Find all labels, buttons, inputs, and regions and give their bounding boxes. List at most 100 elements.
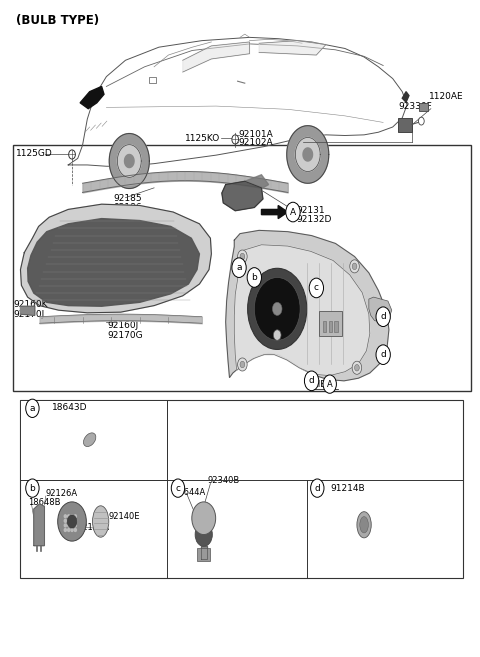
Text: (BULB TYPE): (BULB TYPE) (16, 14, 99, 28)
Bar (335, 321, 338, 332)
Polygon shape (21, 204, 211, 313)
Circle shape (247, 267, 262, 287)
Circle shape (355, 365, 360, 371)
Text: 92101A: 92101A (239, 129, 273, 139)
Circle shape (195, 523, 212, 547)
Polygon shape (222, 181, 263, 211)
Text: 92186: 92186 (114, 203, 142, 212)
Circle shape (238, 250, 247, 263)
Circle shape (74, 524, 76, 527)
Circle shape (350, 260, 360, 273)
Text: 92125A: 92125A (78, 523, 110, 532)
Polygon shape (234, 245, 370, 376)
Circle shape (58, 502, 86, 541)
Text: d: d (314, 484, 320, 493)
Bar (398, 118, 412, 132)
Text: d: d (309, 376, 314, 386)
Polygon shape (21, 306, 35, 315)
Bar (197, 548, 210, 560)
Text: 92131: 92131 (296, 206, 325, 215)
Bar (21, 401, 168, 480)
Text: 91214B: 91214B (331, 484, 365, 493)
Ellipse shape (84, 433, 96, 447)
Text: a: a (236, 263, 242, 272)
Circle shape (323, 375, 336, 394)
Polygon shape (369, 297, 392, 322)
Circle shape (274, 330, 281, 340)
Circle shape (71, 529, 73, 532)
Circle shape (352, 361, 362, 374)
Polygon shape (34, 504, 44, 546)
Text: 92132D: 92132D (296, 215, 332, 225)
Polygon shape (226, 231, 389, 381)
Circle shape (309, 278, 324, 298)
Circle shape (171, 479, 185, 497)
Polygon shape (118, 145, 141, 177)
Text: 92185: 92185 (114, 194, 142, 203)
Circle shape (192, 502, 216, 535)
Text: 1125GD: 1125GD (16, 149, 52, 158)
Polygon shape (124, 154, 134, 168)
Polygon shape (259, 41, 326, 55)
Polygon shape (303, 148, 312, 161)
Circle shape (248, 268, 307, 350)
Circle shape (64, 524, 66, 527)
Polygon shape (80, 87, 104, 108)
Polygon shape (183, 42, 250, 72)
Text: 18648B: 18648B (28, 498, 60, 507)
Text: 18643D: 18643D (51, 403, 87, 411)
Bar (319, 311, 342, 336)
Text: c: c (314, 283, 319, 292)
Circle shape (232, 258, 246, 277)
Circle shape (286, 202, 300, 222)
Circle shape (74, 529, 76, 532)
Ellipse shape (357, 512, 371, 538)
Circle shape (232, 135, 239, 144)
Circle shape (69, 150, 75, 159)
Circle shape (254, 277, 300, 340)
Circle shape (71, 524, 73, 527)
Ellipse shape (360, 516, 368, 533)
Polygon shape (109, 133, 149, 189)
Text: 92330F: 92330F (398, 102, 432, 110)
Text: 1125KO: 1125KO (185, 133, 220, 143)
Text: A: A (327, 380, 333, 388)
Circle shape (419, 117, 424, 125)
Polygon shape (295, 137, 320, 171)
Text: VIEW: VIEW (312, 380, 334, 388)
Circle shape (71, 520, 73, 522)
Text: 92160K: 92160K (14, 300, 48, 309)
Circle shape (26, 399, 39, 417)
Polygon shape (402, 92, 409, 102)
Circle shape (68, 529, 70, 532)
Text: d: d (380, 312, 386, 321)
Text: b: b (252, 273, 257, 282)
Circle shape (376, 345, 390, 365)
Circle shape (64, 515, 66, 518)
Polygon shape (262, 206, 288, 219)
Text: b: b (30, 484, 36, 493)
Circle shape (238, 358, 247, 371)
Polygon shape (287, 125, 329, 183)
Text: 1120AE: 1120AE (429, 92, 463, 101)
Text: d: d (380, 350, 386, 359)
Circle shape (68, 515, 70, 518)
Text: 92140E: 92140E (108, 512, 140, 522)
Bar (329, 321, 332, 332)
Text: 92170J: 92170J (14, 309, 45, 319)
Circle shape (240, 253, 245, 260)
Text: 92126A: 92126A (46, 489, 78, 498)
Circle shape (376, 307, 390, 327)
Text: c: c (176, 484, 180, 493)
Circle shape (71, 515, 73, 518)
Polygon shape (28, 219, 199, 306)
Circle shape (74, 515, 76, 518)
Circle shape (74, 520, 76, 522)
Circle shape (67, 515, 77, 528)
Circle shape (64, 520, 66, 522)
Polygon shape (68, 37, 407, 166)
Bar (149, 77, 156, 83)
Text: 92102A: 92102A (239, 138, 273, 147)
Text: 92340B: 92340B (207, 476, 240, 485)
Circle shape (68, 520, 70, 522)
